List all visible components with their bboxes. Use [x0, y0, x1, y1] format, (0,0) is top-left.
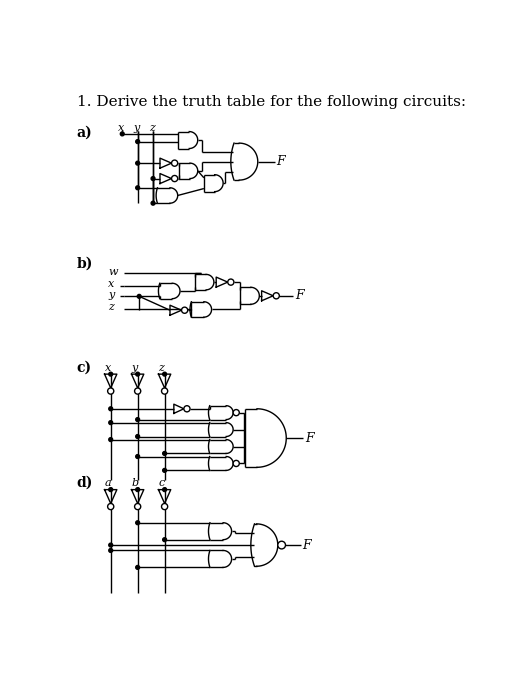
- Circle shape: [136, 521, 139, 525]
- Text: y: y: [132, 363, 138, 373]
- Circle shape: [163, 538, 166, 542]
- Circle shape: [228, 279, 234, 285]
- Text: w: w: [108, 267, 118, 277]
- Circle shape: [136, 435, 139, 438]
- Text: y: y: [134, 123, 140, 133]
- Circle shape: [109, 407, 112, 411]
- Circle shape: [136, 162, 139, 165]
- Text: a): a): [77, 125, 93, 139]
- Circle shape: [137, 294, 141, 298]
- Circle shape: [181, 307, 188, 314]
- Text: x: x: [105, 363, 111, 373]
- Circle shape: [151, 201, 155, 205]
- Text: a: a: [105, 478, 111, 488]
- Circle shape: [109, 421, 112, 425]
- Text: F: F: [303, 538, 311, 552]
- Circle shape: [163, 468, 166, 472]
- Text: b: b: [132, 478, 139, 488]
- Text: F: F: [295, 289, 304, 302]
- Circle shape: [184, 406, 190, 412]
- Circle shape: [136, 488, 139, 491]
- Circle shape: [233, 460, 239, 466]
- Circle shape: [171, 160, 178, 166]
- Circle shape: [278, 541, 285, 549]
- Circle shape: [233, 410, 239, 416]
- Text: b): b): [77, 256, 93, 271]
- Circle shape: [136, 372, 139, 376]
- Circle shape: [163, 372, 166, 376]
- Circle shape: [162, 503, 168, 509]
- Text: F: F: [305, 431, 313, 445]
- Circle shape: [136, 186, 139, 190]
- Text: y: y: [108, 290, 114, 299]
- Text: z: z: [159, 363, 164, 373]
- Circle shape: [108, 388, 114, 394]
- Circle shape: [135, 388, 141, 394]
- Text: x: x: [119, 123, 125, 133]
- Circle shape: [108, 503, 114, 509]
- Circle shape: [109, 437, 112, 441]
- Text: d): d): [77, 476, 93, 490]
- Text: c): c): [77, 360, 92, 374]
- Circle shape: [163, 488, 166, 491]
- Circle shape: [163, 452, 166, 456]
- Circle shape: [136, 140, 139, 143]
- Circle shape: [136, 418, 139, 421]
- Circle shape: [136, 565, 139, 569]
- Text: z: z: [108, 302, 114, 312]
- Circle shape: [136, 454, 139, 458]
- Circle shape: [120, 132, 124, 136]
- Circle shape: [109, 372, 112, 376]
- Text: 1. Derive the truth table for the following circuits:: 1. Derive the truth table for the follow…: [77, 95, 466, 108]
- Text: z: z: [149, 123, 155, 133]
- Circle shape: [109, 548, 112, 553]
- Circle shape: [273, 293, 279, 299]
- Circle shape: [109, 543, 112, 547]
- Circle shape: [109, 488, 112, 491]
- Circle shape: [171, 176, 178, 182]
- Text: c: c: [159, 478, 165, 488]
- Circle shape: [151, 176, 155, 180]
- Circle shape: [135, 503, 141, 509]
- Text: x: x: [108, 279, 114, 289]
- Circle shape: [162, 388, 168, 394]
- Text: F: F: [276, 155, 285, 168]
